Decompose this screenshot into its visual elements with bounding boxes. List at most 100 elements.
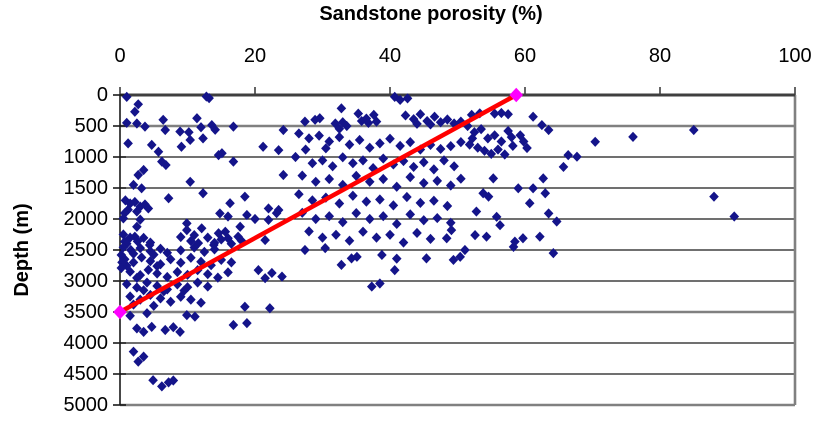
data-point	[506, 132, 517, 143]
data-point	[405, 209, 416, 220]
data-point	[488, 173, 499, 184]
data-point	[348, 190, 358, 201]
data-point	[123, 204, 133, 215]
data-point	[148, 375, 158, 386]
data-point	[479, 145, 490, 156]
x-tick-label: 20	[243, 45, 267, 67]
data-point	[491, 211, 502, 222]
data-point	[157, 381, 167, 392]
data-point	[267, 267, 277, 279]
data-point	[418, 157, 429, 168]
data-point	[317, 155, 328, 166]
data-point	[189, 242, 200, 253]
data-point	[378, 173, 389, 185]
data-point	[179, 285, 189, 296]
data-point	[371, 232, 382, 243]
data-point	[412, 118, 422, 129]
data-point	[132, 272, 142, 283]
data-point	[213, 228, 224, 239]
data-point	[342, 120, 352, 132]
data-point	[456, 173, 466, 184]
data-point	[176, 141, 187, 152]
data-point	[189, 230, 200, 241]
data-point	[336, 103, 347, 114]
data-point	[142, 308, 152, 319]
data-point	[152, 261, 162, 272]
data-point	[175, 126, 185, 137]
data-point	[455, 251, 465, 262]
data-point	[481, 231, 492, 242]
data-point	[476, 124, 486, 135]
data-point	[628, 131, 638, 142]
data-point	[337, 152, 348, 163]
data-point	[152, 280, 162, 292]
data-point	[223, 211, 233, 222]
data-point	[524, 198, 535, 209]
data-point	[135, 270, 146, 281]
data-point	[294, 189, 304, 200]
x-tick-label: 100	[778, 45, 812, 67]
y-tick-label: 0	[96, 84, 108, 106]
data-point	[278, 124, 289, 136]
data-point	[489, 130, 500, 141]
data-point	[235, 221, 245, 232]
data-point	[220, 226, 231, 237]
data-point	[128, 179, 139, 190]
trend-endpoint-marker	[113, 304, 127, 320]
data-point	[228, 121, 239, 132]
data-point	[123, 138, 133, 149]
data-point	[132, 206, 142, 217]
data-point	[132, 118, 142, 129]
data-point	[327, 161, 338, 172]
data-point	[128, 248, 139, 259]
data-point	[331, 229, 341, 240]
data-point	[445, 180, 456, 191]
data-point	[260, 273, 270, 284]
data-point	[175, 231, 186, 243]
data-point	[184, 127, 194, 138]
data-point	[385, 133, 395, 144]
data-point	[375, 194, 385, 205]
data-point	[130, 106, 140, 117]
data-point	[196, 256, 206, 267]
data-point	[265, 303, 275, 314]
data-point	[130, 196, 140, 208]
data-point	[158, 114, 168, 125]
data-point	[210, 124, 220, 135]
data-point	[348, 158, 358, 169]
data-point	[398, 237, 409, 248]
data-point	[135, 214, 146, 225]
data-point	[356, 115, 367, 127]
data-point	[199, 246, 210, 257]
y-tick-label: 4000	[63, 332, 109, 354]
data-point	[518, 233, 528, 244]
data-point	[143, 264, 154, 275]
data-point	[429, 164, 439, 175]
data-point	[425, 233, 436, 244]
data-point	[412, 227, 422, 239]
data-point	[334, 123, 345, 134]
data-point	[538, 173, 549, 184]
data-point	[300, 144, 311, 155]
data-point	[216, 234, 227, 245]
data-point	[324, 173, 335, 185]
data-point	[510, 236, 520, 247]
data-point	[563, 150, 573, 161]
x-axis-title: Sandstone porosity (%)	[319, 3, 543, 25]
data-point	[198, 133, 208, 144]
data-point	[263, 214, 274, 226]
data-point	[223, 267, 233, 278]
data-point	[688, 124, 699, 136]
data-point	[138, 285, 149, 296]
data-point	[186, 294, 196, 305]
data-point	[503, 109, 513, 120]
data-point	[377, 249, 387, 261]
data-point	[182, 225, 192, 236]
data-point	[240, 301, 250, 312]
data-point	[408, 161, 419, 173]
data-point	[160, 124, 171, 136]
data-point	[175, 291, 186, 302]
data-point	[209, 237, 220, 248]
data-point	[371, 116, 382, 127]
